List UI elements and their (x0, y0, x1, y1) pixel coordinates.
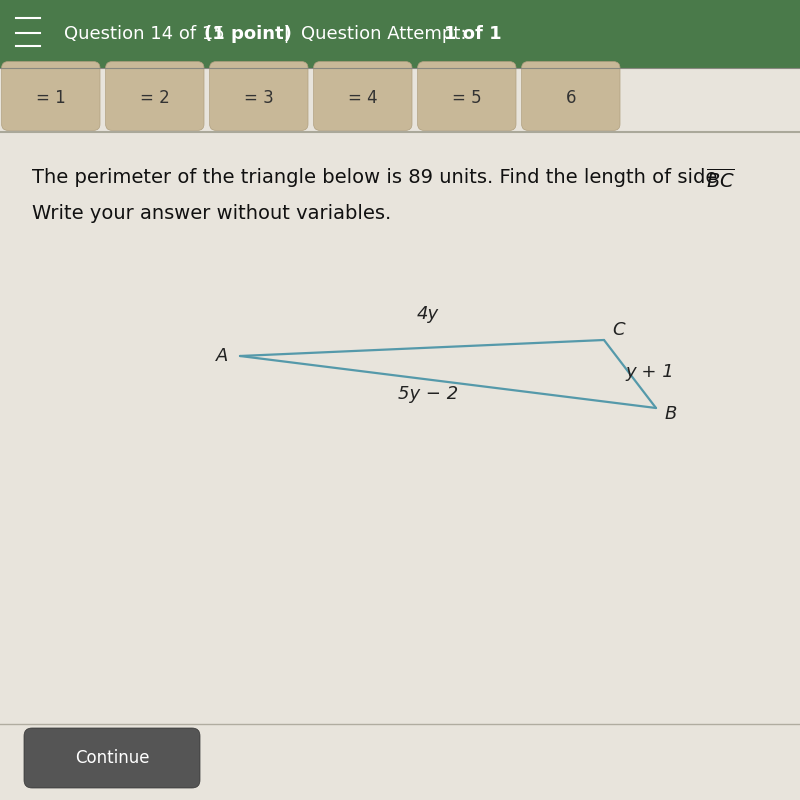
Text: = 1: = 1 (36, 89, 66, 107)
Text: C: C (612, 322, 625, 339)
Text: = 4: = 4 (348, 89, 378, 107)
Text: The perimeter of the triangle below is 89 units. Find the length of side: The perimeter of the triangle below is 8… (32, 168, 724, 187)
Text: y + 1: y + 1 (626, 363, 674, 381)
Text: 5y − 2: 5y − 2 (398, 386, 458, 403)
Text: 6: 6 (566, 89, 576, 107)
Text: $\overline{BC}$: $\overline{BC}$ (706, 168, 735, 192)
Text: = 5: = 5 (452, 89, 482, 107)
FancyBboxPatch shape (24, 728, 200, 788)
Text: 1 of 1: 1 of 1 (444, 25, 502, 43)
Text: A: A (216, 347, 229, 365)
FancyBboxPatch shape (210, 62, 308, 130)
FancyBboxPatch shape (0, 0, 800, 68)
Text: B: B (664, 406, 677, 423)
Text: Write your answer without variables.: Write your answer without variables. (32, 204, 391, 223)
Text: |  Question Attempt:: | Question Attempt: (272, 25, 472, 43)
FancyBboxPatch shape (106, 62, 204, 130)
Text: = 3: = 3 (244, 89, 274, 107)
Text: = 2: = 2 (140, 89, 170, 107)
Text: Question 14 of 15: Question 14 of 15 (64, 25, 230, 43)
FancyBboxPatch shape (522, 62, 620, 130)
Text: 4y: 4y (417, 306, 439, 323)
FancyBboxPatch shape (418, 62, 516, 130)
FancyBboxPatch shape (2, 62, 100, 130)
Text: Continue: Continue (74, 749, 150, 767)
FancyBboxPatch shape (314, 62, 412, 130)
Text: (1 point): (1 point) (204, 25, 292, 43)
